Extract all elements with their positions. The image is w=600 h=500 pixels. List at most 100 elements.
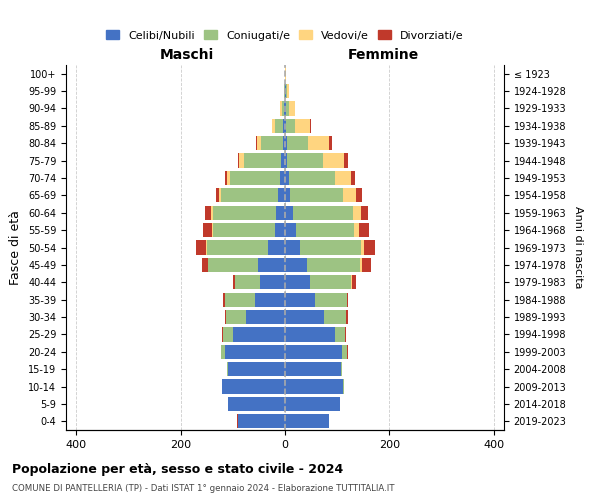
- Bar: [346, 310, 347, 324]
- Bar: [268, 240, 285, 254]
- Bar: [286, 102, 289, 116]
- Bar: [299, 240, 361, 254]
- Bar: [213, 223, 275, 237]
- Bar: [285, 380, 343, 394]
- Bar: [235, 275, 260, 289]
- Bar: [290, 188, 343, 202]
- Bar: [345, 328, 346, 342]
- Bar: [347, 292, 348, 307]
- Bar: [246, 310, 285, 324]
- Bar: [285, 206, 293, 220]
- Bar: [285, 258, 307, 272]
- Bar: [285, 328, 335, 342]
- Bar: [238, 414, 285, 428]
- Bar: [315, 292, 347, 307]
- Bar: [360, 258, 362, 272]
- Bar: [256, 136, 257, 150]
- Bar: [287, 154, 323, 168]
- Bar: [227, 362, 285, 376]
- Bar: [284, 102, 285, 116]
- Bar: [351, 171, 355, 185]
- Bar: [227, 171, 230, 185]
- Bar: [227, 397, 285, 411]
- Bar: [364, 240, 375, 254]
- Bar: [350, 275, 352, 289]
- Bar: [225, 344, 285, 359]
- Text: COMUNE DI PANTELLERIA (TP) - Dati ISTAT 1° gennaio 2024 - Elaborazione TUTTITALI: COMUNE DI PANTELLERIA (TP) - Dati ISTAT …: [12, 484, 395, 493]
- Bar: [361, 206, 368, 220]
- Bar: [230, 171, 280, 185]
- Bar: [207, 240, 268, 254]
- Bar: [293, 206, 353, 220]
- Y-axis label: Anni di nascita: Anni di nascita: [573, 206, 583, 289]
- Bar: [353, 206, 361, 220]
- Bar: [354, 223, 359, 237]
- Bar: [285, 275, 310, 289]
- Bar: [352, 275, 356, 289]
- Bar: [223, 292, 224, 307]
- Bar: [223, 328, 233, 342]
- Text: Popolazione per età, sesso e stato civile - 2024: Popolazione per età, sesso e stato civil…: [12, 462, 343, 475]
- Bar: [283, 136, 285, 150]
- Bar: [275, 223, 285, 237]
- Bar: [224, 171, 227, 185]
- Bar: [280, 171, 285, 185]
- Bar: [233, 275, 235, 289]
- Bar: [283, 118, 285, 133]
- Bar: [285, 240, 299, 254]
- Bar: [287, 136, 308, 150]
- Bar: [343, 188, 356, 202]
- Bar: [238, 154, 239, 168]
- Bar: [202, 258, 208, 272]
- Bar: [258, 258, 285, 272]
- Bar: [196, 240, 206, 254]
- Bar: [307, 258, 360, 272]
- Bar: [286, 84, 287, 98]
- Bar: [308, 136, 329, 150]
- Bar: [281, 154, 285, 168]
- Bar: [282, 102, 284, 116]
- Bar: [285, 310, 324, 324]
- Bar: [205, 206, 211, 220]
- Bar: [211, 206, 212, 220]
- Bar: [212, 206, 276, 220]
- Bar: [310, 275, 350, 289]
- Bar: [285, 397, 340, 411]
- Bar: [224, 292, 255, 307]
- Bar: [212, 223, 213, 237]
- Bar: [335, 171, 351, 185]
- Bar: [257, 136, 261, 150]
- Bar: [289, 102, 295, 116]
- Bar: [276, 206, 285, 220]
- Bar: [216, 188, 219, 202]
- Bar: [341, 362, 343, 376]
- Bar: [285, 414, 329, 428]
- Bar: [289, 171, 335, 185]
- Bar: [344, 154, 348, 168]
- Bar: [255, 292, 285, 307]
- Bar: [206, 240, 207, 254]
- Bar: [203, 223, 212, 237]
- Bar: [278, 188, 285, 202]
- Bar: [275, 118, 283, 133]
- Bar: [285, 171, 289, 185]
- Bar: [285, 136, 287, 150]
- Bar: [285, 344, 343, 359]
- Bar: [244, 154, 281, 168]
- Text: Femmine: Femmine: [348, 48, 419, 62]
- Text: Maschi: Maschi: [160, 48, 214, 62]
- Bar: [285, 223, 296, 237]
- Bar: [285, 188, 290, 202]
- Bar: [323, 154, 344, 168]
- Bar: [356, 188, 362, 202]
- Bar: [287, 84, 289, 98]
- Bar: [233, 328, 285, 342]
- Bar: [285, 292, 315, 307]
- Y-axis label: Fasce di età: Fasce di età: [10, 210, 22, 285]
- Bar: [310, 118, 311, 133]
- Bar: [272, 118, 275, 133]
- Legend: Celibi/Nubili, Coniugati/e, Vedovi/e, Divorziati/e: Celibi/Nubili, Coniugati/e, Vedovi/e, Di…: [103, 27, 467, 44]
- Bar: [225, 310, 226, 324]
- Bar: [223, 380, 285, 394]
- Bar: [285, 362, 341, 376]
